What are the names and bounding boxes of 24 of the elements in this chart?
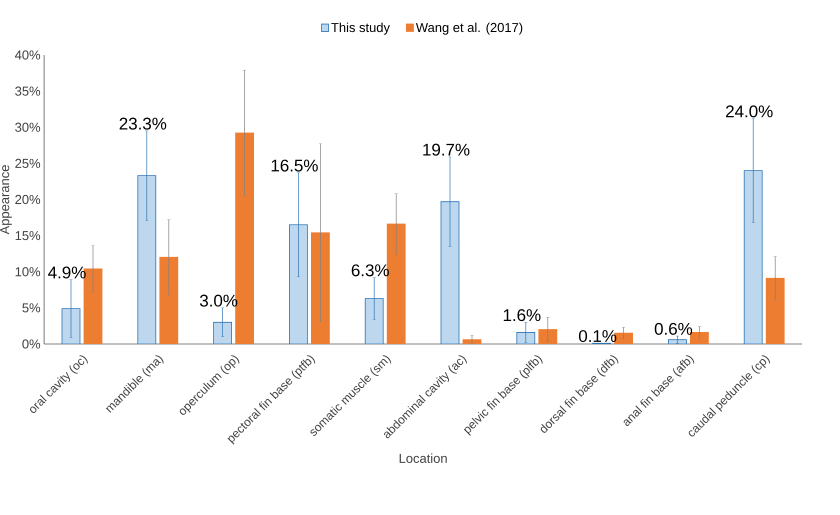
y-tick-label: 5% xyxy=(22,303,40,312)
data-label: 16.5% xyxy=(272,160,318,172)
data-label: 23.3% xyxy=(120,118,166,130)
data-label: 1.6% xyxy=(504,309,540,322)
y-tick-label: 10% xyxy=(16,267,40,276)
y-tick-label: 0% xyxy=(22,339,40,349)
y-tick-label: 20% xyxy=(15,194,40,204)
y-axis-title: Appearance xyxy=(0,165,12,234)
y-tick-label: 30% xyxy=(15,122,40,132)
y-tick-label: 40% xyxy=(14,50,40,60)
bar xyxy=(137,175,156,344)
data-label: 24.0% xyxy=(726,105,773,118)
bar xyxy=(289,224,308,344)
x-axis-title: Location xyxy=(400,453,447,463)
bar xyxy=(744,170,763,344)
y-tick-label: 35% xyxy=(15,86,40,96)
bar xyxy=(364,298,384,344)
data-label: 19.7% xyxy=(423,144,470,156)
y-tick-label: 25% xyxy=(15,158,40,168)
y-tick-label: 15% xyxy=(16,231,40,240)
legend-label: Wang et al. (2017) xyxy=(416,22,522,35)
legend-label: This study xyxy=(331,22,390,35)
data-label: 0.6% xyxy=(654,322,692,335)
bar xyxy=(440,201,460,344)
